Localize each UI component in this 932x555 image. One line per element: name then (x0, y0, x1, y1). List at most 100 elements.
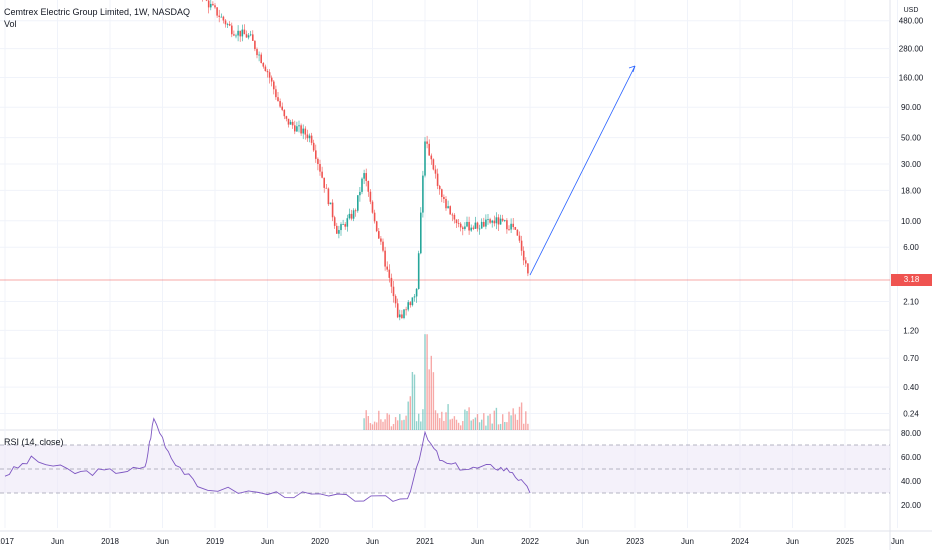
volume-bar (481, 419, 483, 430)
candle-body (411, 297, 414, 306)
volume-bar (483, 413, 485, 430)
volume-bar (499, 423, 502, 430)
volume-label: Vol (4, 19, 17, 29)
time-tick-label: Jun (786, 537, 799, 546)
candle-body (474, 222, 477, 229)
candle-body (298, 125, 300, 127)
volume-bar (430, 355, 432, 430)
volume-bar (489, 413, 491, 430)
volume-bar (478, 422, 481, 430)
price-tick-label: 0.70 (903, 354, 919, 363)
candle-body (319, 164, 321, 172)
candle-body (388, 269, 391, 278)
volume-bar (418, 413, 420, 430)
volume-bar (443, 420, 445, 430)
candle-body (441, 189, 443, 198)
volume-bar (413, 374, 416, 430)
volume-layer (363, 334, 529, 430)
volume-bar (426, 334, 428, 430)
candle-body (243, 29, 246, 35)
candle-body (487, 219, 489, 220)
candle-body (449, 206, 451, 215)
time-tick-label: 2023 (626, 537, 644, 546)
volume-bar (434, 410, 437, 430)
volume-bar (378, 410, 380, 430)
volume-bar (525, 411, 527, 430)
volume-bar (439, 418, 441, 430)
candle-body (224, 20, 227, 25)
candle-body (235, 35, 237, 37)
volume-bar (497, 424, 500, 430)
candle-body (512, 223, 514, 228)
time-tick-label: Jun (51, 537, 64, 546)
candle-body (241, 29, 244, 37)
axis-layer: 480.00 280.00 160.00 90.00 50.00 30.00 18.00 10… (0, 7, 924, 546)
candle-body (451, 214, 454, 216)
volume-bar (520, 402, 523, 430)
candle-body (218, 15, 220, 17)
symbol-title: Cemtrex Electric Group Limited, 1W, NASD… (4, 7, 191, 17)
time-tick-label: Jun (891, 537, 904, 546)
volume-bar (415, 421, 418, 430)
volume-bar (397, 420, 399, 430)
rsi-tick-label: 60.00 (901, 453, 922, 462)
volume-bar (510, 415, 512, 430)
volume-bar (407, 401, 409, 430)
price-tick-label: 0.24 (903, 410, 919, 419)
volume-bar (432, 372, 435, 430)
volume-bar (514, 414, 516, 430)
time-tick-label: 2025 (836, 537, 854, 546)
price-tick-label: 1.20 (903, 326, 919, 335)
volume-bar (516, 419, 519, 430)
candle-body (405, 309, 407, 311)
candle-body (205, 0, 208, 1)
candle-body (289, 121, 292, 125)
candle-body (520, 240, 523, 251)
candle-body (352, 210, 355, 219)
time-tick-label: 2024 (731, 537, 749, 546)
price-tick-label: 18.00 (901, 186, 922, 195)
candle-body (331, 202, 334, 218)
candle-body (382, 241, 384, 251)
candle-body (462, 227, 464, 229)
candle-body (312, 142, 315, 151)
candle-body (420, 212, 422, 254)
candle-body (522, 250, 525, 261)
candle-body (424, 141, 426, 176)
rsi-tick-label: 40.00 (901, 477, 922, 486)
candle-body (252, 34, 254, 41)
candle-body (373, 212, 376, 222)
price-tick-label: 6.00 (903, 243, 919, 252)
candle-body (516, 229, 519, 236)
candle-body (371, 201, 374, 213)
candle-body (281, 106, 283, 110)
candle-body (228, 24, 231, 26)
candle-body (344, 224, 346, 227)
symbol-legend: Cemtrex Electric Group Limited, 1W, NASD… (4, 6, 190, 30)
price-tick-label: 90.00 (901, 103, 922, 112)
candle-body (499, 218, 502, 225)
volume-bar (422, 409, 424, 430)
candle-body (380, 238, 382, 242)
candle-body (495, 217, 498, 224)
candle-body (317, 158, 319, 165)
candle-body (239, 30, 241, 37)
volume-bar (405, 415, 407, 430)
candle-body (321, 171, 323, 178)
candle-body (394, 296, 397, 304)
candle-body (350, 213, 353, 219)
volume-bar (527, 423, 529, 430)
candle-body (466, 221, 468, 227)
volume-bar (399, 414, 401, 430)
candle-body (363, 173, 365, 179)
price-tick-label: 30.00 (901, 160, 922, 169)
volume-bar (449, 419, 451, 430)
volume-bar (451, 418, 453, 430)
candle-body (468, 221, 470, 231)
candle-body (407, 302, 409, 310)
volume-bar (447, 404, 449, 430)
candle-body (258, 54, 260, 56)
candle-body (375, 221, 378, 232)
